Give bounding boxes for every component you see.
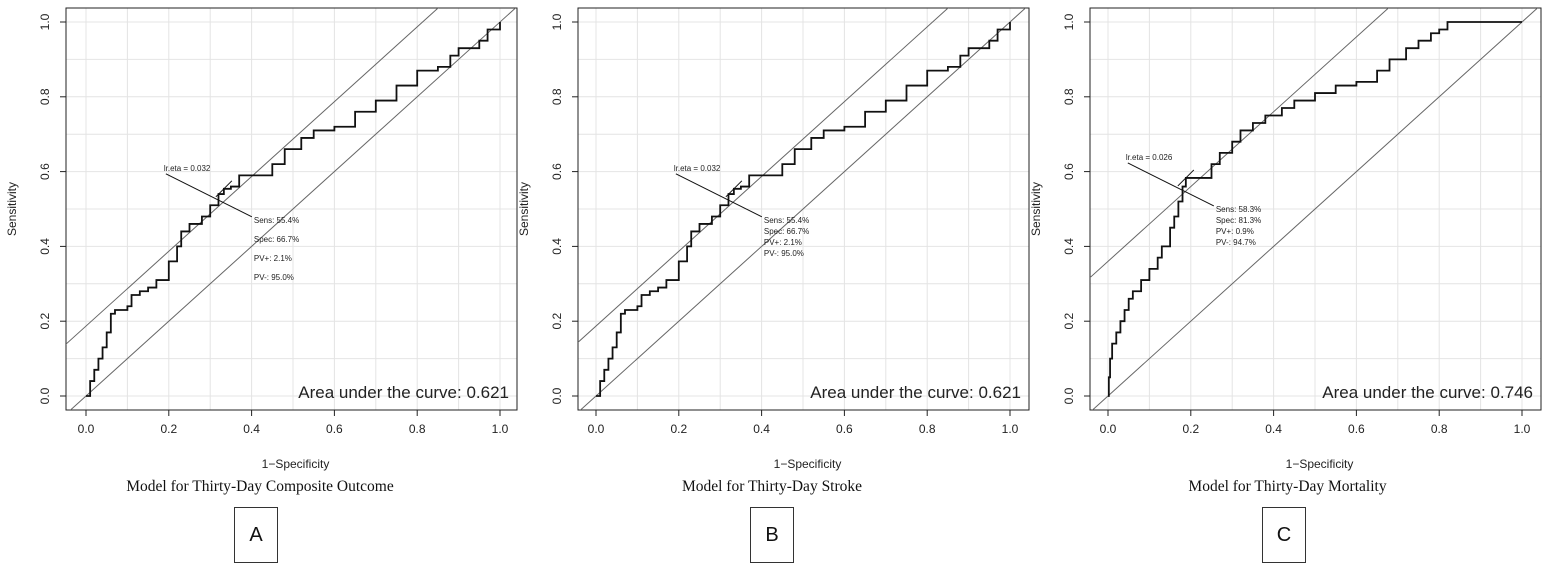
roc-chart-a: lr.eta = 0.032 Sens: 55.4% Spec: 66.7% PV+:… — [5, 7, 518, 471]
stat-label: Sens: 55.4% — [764, 216, 809, 225]
x-tick-label: 0.6 — [836, 422, 853, 436]
roc-curve — [86, 22, 501, 397]
threshold-marker — [725, 180, 743, 198]
x-axis-title: 1−Specificity — [774, 457, 842, 471]
y-tick-label: 1.0 — [550, 13, 564, 30]
plot-frame — [1089, 7, 1542, 411]
roc-chart-b: lr.eta = 0.032 Sens: 55.4% Spec: 66.7% PV+:… — [517, 7, 1030, 471]
x-tick-label: 1.0 — [1514, 422, 1531, 436]
y-tick-label: 0.8 — [38, 88, 52, 105]
x-tick-label: 0.6 — [1348, 422, 1365, 436]
x-tick-label: 0.4 — [1265, 422, 1282, 436]
x-tick-label: 0.2 — [670, 422, 687, 436]
roc-curve — [1107, 21, 1522, 397]
y-tick-label: 0.4 — [1062, 238, 1076, 255]
reference-line — [1091, 8, 1539, 410]
y-axis-title: Sensitivity — [5, 182, 19, 236]
panel-label-box: A — [234, 507, 278, 563]
y-tick-label: 0.2 — [38, 313, 52, 330]
x-axis-title: 1−Specificity — [262, 457, 330, 471]
panel-label-box: B — [750, 507, 794, 563]
chart-panel-b: lr.eta = 0.032 Sens: 55.4% Spec: 66.7% PV+:… — [512, 0, 1032, 565]
x-axis-title: 1−Specificity — [1286, 457, 1354, 471]
stat-label: PV-: 94.7% — [1216, 238, 1256, 247]
y-tick-label: 0.6 — [38, 163, 52, 180]
stat-label: PV+: 0.9% — [1216, 227, 1254, 236]
reference-line — [579, 8, 1027, 410]
stat-label: Sens: 58.3% — [1216, 205, 1261, 214]
x-tick-label: 0.8 — [919, 422, 936, 436]
y-axis-title: Sensitivity — [1029, 182, 1043, 236]
reference-line — [578, 8, 949, 343]
auc-label: Area under the curve: 0.621 — [298, 383, 509, 402]
stat-label: PV-: 95.0% — [764, 249, 804, 258]
roc-curve — [596, 22, 1011, 397]
y-tick-label: 0.2 — [550, 313, 564, 330]
threshold-label: lr.eta = 0.032 — [164, 164, 211, 173]
y-tick-label: 1.0 — [1062, 13, 1076, 30]
roc-chart-c: lr.eta = 0.026 Sens: 58.3% Spec: 81.3% PV+:… — [1029, 7, 1542, 471]
y-tick-label: 0.2 — [1062, 313, 1076, 330]
y-tick-label: 1.0 — [38, 13, 52, 30]
stat-label: PV+: 2.1% — [254, 254, 292, 263]
stat-label: Spec: 66.7% — [764, 227, 809, 236]
y-tick-label: 0.8 — [550, 88, 564, 105]
x-tick-label: 0.2 — [1182, 422, 1199, 436]
x-tick-label: 0.0 — [588, 422, 605, 436]
stat-label: Spec: 81.3% — [1216, 216, 1261, 225]
y-axis-title: Sensitivity — [517, 182, 531, 236]
threshold-leader-line — [675, 173, 763, 218]
stat-label: PV+: 2.1% — [764, 238, 802, 247]
reference-line — [66, 8, 439, 345]
plot-frame — [577, 7, 1030, 411]
chart-caption: Model for Thirty-Day Composite Outcome — [126, 478, 394, 495]
chart-panel-a: lr.eta = 0.032 Sens: 55.4% Spec: 66.7% PV+:… — [0, 0, 520, 565]
y-tick-label: 0.0 — [1062, 387, 1076, 404]
x-tick-label: 1.0 — [492, 422, 509, 436]
chart-panel-c: lr.eta = 0.026 Sens: 58.3% Spec: 81.3% PV+:… — [1024, 0, 1551, 565]
threshold-leader-line — [165, 173, 253, 218]
auc-label: Area under the curve: 0.746 — [1322, 383, 1533, 402]
chart-caption: Model for Thirty-Day Mortality — [1188, 478, 1387, 495]
threshold-label: lr.eta = 0.032 — [674, 164, 721, 173]
stat-label: Spec: 66.7% — [254, 235, 299, 244]
x-tick-label: 1.0 — [1002, 422, 1019, 436]
y-tick-label: 0.6 — [550, 163, 564, 180]
y-tick-label: 0.4 — [550, 238, 564, 255]
y-tick-label: 0.0 — [38, 387, 52, 404]
stat-label: Sens: 55.4% — [254, 216, 299, 225]
y-tick-label: 0.6 — [1062, 163, 1076, 180]
reference-line — [69, 8, 517, 410]
plot-frame — [65, 7, 518, 411]
threshold-marker — [215, 180, 233, 198]
y-tick-label: 0.8 — [1062, 88, 1076, 105]
threshold-label: lr.eta = 0.026 — [1126, 153, 1173, 162]
x-tick-label: 0.4 — [243, 422, 260, 436]
panel-label-box: C — [1262, 507, 1306, 563]
x-tick-label: 0.6 — [326, 422, 343, 436]
y-tick-label: 0.4 — [38, 238, 52, 255]
x-tick-label: 0.0 — [1100, 422, 1117, 436]
x-tick-label: 0.8 — [409, 422, 426, 436]
x-tick-label: 0.2 — [160, 422, 177, 436]
chart-caption: Model for Thirty-Day Stroke — [681, 478, 863, 495]
y-tick-label: 0.0 — [550, 387, 564, 404]
x-tick-label: 0.8 — [1431, 422, 1448, 436]
threshold-marker — [1177, 169, 1195, 187]
auc-label: Area under the curve: 0.621 — [810, 383, 1021, 402]
reference-line — [1090, 8, 1390, 279]
x-tick-label: 0.4 — [753, 422, 770, 436]
stat-label: PV-: 95.0% — [254, 273, 294, 282]
x-tick-label: 0.0 — [78, 422, 95, 436]
threshold-leader-line — [1127, 162, 1215, 207]
